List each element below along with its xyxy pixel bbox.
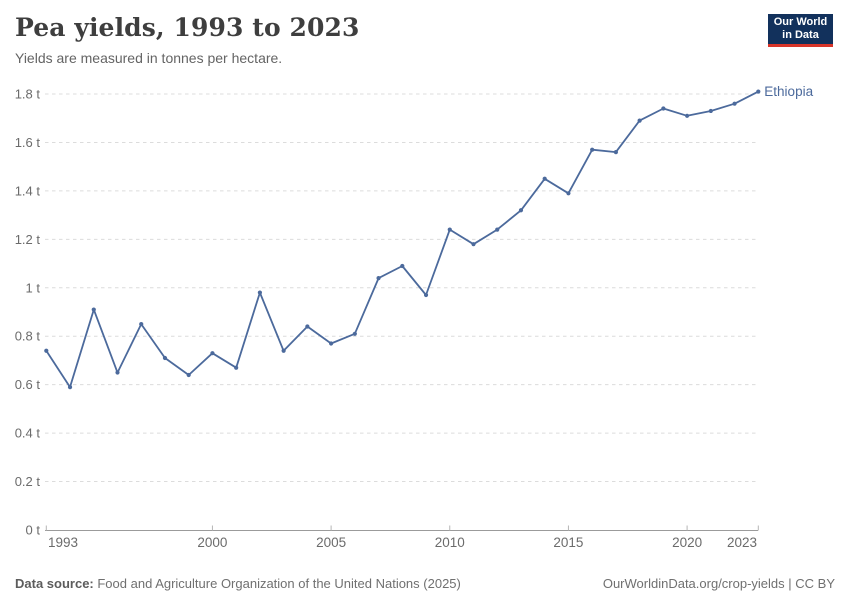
data-point	[685, 113, 690, 118]
x-tick-label: 2005	[316, 535, 346, 550]
data-point	[518, 208, 524, 213]
data-point	[376, 275, 381, 281]
data-point	[44, 348, 49, 353]
y-tick-label: 1.6 t	[15, 135, 41, 150]
y-tick-label: 0 t	[26, 523, 41, 538]
owid-logo-line2: in Data	[782, 29, 819, 41]
data-point	[637, 118, 642, 123]
owid-logo[interactable]: Our World in Data	[768, 14, 833, 47]
chart-footer: Data source: Food and Agriculture Organi…	[15, 576, 835, 591]
data-point	[613, 150, 619, 155]
y-tick-label: 1.8 t	[15, 87, 41, 102]
data-point	[423, 292, 429, 298]
owid-logo-line1: Our World	[773, 16, 828, 28]
y-tick-label: 1 t	[26, 280, 41, 295]
data-point	[305, 324, 310, 329]
data-point	[732, 101, 737, 106]
data-point	[352, 331, 357, 336]
y-tick-label: 0.2 t	[15, 474, 41, 489]
data-point	[67, 384, 73, 390]
data-point	[661, 106, 666, 111]
data-point	[400, 263, 405, 269]
data-point	[91, 307, 96, 312]
data-point	[257, 290, 262, 295]
data-point	[162, 355, 168, 361]
data-point	[139, 322, 144, 327]
data-point	[708, 108, 713, 114]
data-point	[210, 351, 215, 356]
y-tick-label: 0.8 t	[15, 329, 41, 344]
series-end-label: Ethiopia	[764, 84, 813, 99]
x-tick-label: 2015	[553, 535, 583, 550]
data-point	[115, 370, 120, 375]
x-tick-label: 2020	[672, 535, 702, 550]
data-point	[281, 348, 286, 353]
x-tick-label: 2023	[727, 535, 757, 550]
data-point	[186, 372, 191, 378]
data-point	[566, 191, 571, 196]
data-source-text: Food and Agriculture Organization of the…	[93, 576, 461, 591]
y-tick-label: 1.2 t	[15, 232, 41, 247]
chart-header: Pea yields, 1993 to 2023 Yields are meas…	[15, 13, 750, 67]
data-point	[471, 242, 476, 247]
data-point	[590, 147, 595, 152]
x-tick-label: 1993	[48, 535, 78, 550]
data-point	[329, 341, 334, 346]
data-point	[756, 89, 761, 94]
data-point	[495, 227, 500, 232]
chart-subtitle: Yields are measured in tonnes per hectar…	[15, 49, 283, 66]
x-tick-label: 2000	[197, 535, 227, 550]
data-source: Data source: Food and Agriculture Organi…	[15, 576, 461, 591]
chart-title: Pea yields, 1993 to 2023	[15, 13, 360, 42]
data-point	[542, 176, 547, 181]
x-tick-label: 2010	[435, 535, 465, 550]
credit-link[interactable]: OurWorldinData.org/crop-yields | CC BY	[602, 576, 835, 591]
y-tick-label: 1.4 t	[15, 183, 41, 198]
y-tick-label: 0.4 t	[15, 426, 41, 441]
data-point	[447, 227, 452, 232]
data-source-label: Data source:	[15, 576, 94, 591]
y-tick-label: 0.6 t	[15, 377, 41, 392]
data-point	[234, 365, 239, 370]
